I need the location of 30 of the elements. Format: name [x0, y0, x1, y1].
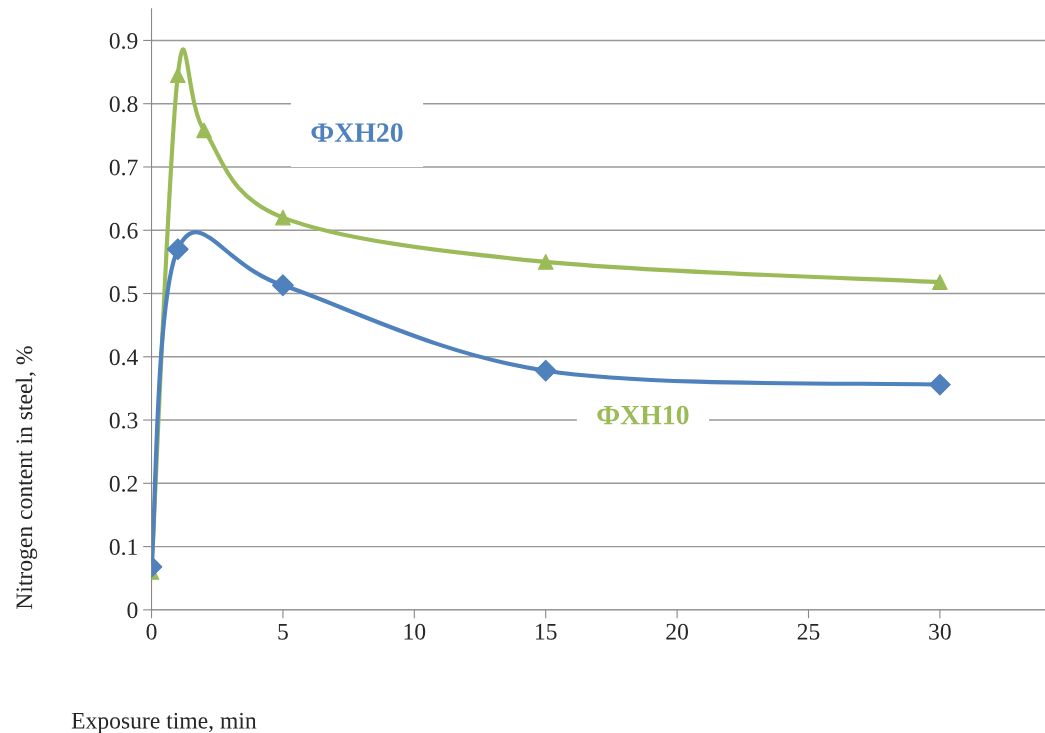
- point: [196, 122, 212, 139]
- y-tick-label: 0.4: [109, 349, 138, 366]
- point: [169, 67, 186, 84]
- x-tick-label: 30: [929, 623, 951, 640]
- point: [272, 274, 294, 297]
- point: [534, 359, 557, 382]
- x-tick-label: 0: [146, 623, 157, 640]
- text: ФХН20: [311, 123, 403, 142]
- x-tick-label: 25: [797, 623, 820, 640]
- x-tick-label: 15: [535, 623, 557, 640]
- y-axis-title: Nitrogen content in steel, %: [15, 346, 38, 610]
- y-tick-label: 0.6: [109, 222, 138, 239]
- y-tick-label: 0.3: [109, 412, 138, 429]
- y-tick-label: 0.9: [109, 32, 138, 49]
- x-axis-title: Exposure time, min: [71, 712, 257, 733]
- y-tick-label: 0.7: [109, 159, 138, 176]
- y-tick-label: 0.8: [109, 96, 138, 113]
- x-tick-label: 20: [666, 623, 688, 640]
- y-tick-label: 0.1: [109, 539, 137, 556]
- point: [928, 373, 951, 396]
- y-tick-label: 0.2: [109, 475, 138, 492]
- point: [932, 274, 948, 290]
- point: [275, 209, 291, 226]
- point: [537, 254, 554, 270]
- x-tick-label: 10: [404, 623, 426, 640]
- x-tick-label: 5: [278, 623, 288, 640]
- y-tick-label: 0: [127, 602, 138, 619]
- y-tick-label: 0.5: [109, 286, 138, 303]
- text: ФХН10: [597, 405, 689, 425]
- point: [166, 238, 189, 261]
